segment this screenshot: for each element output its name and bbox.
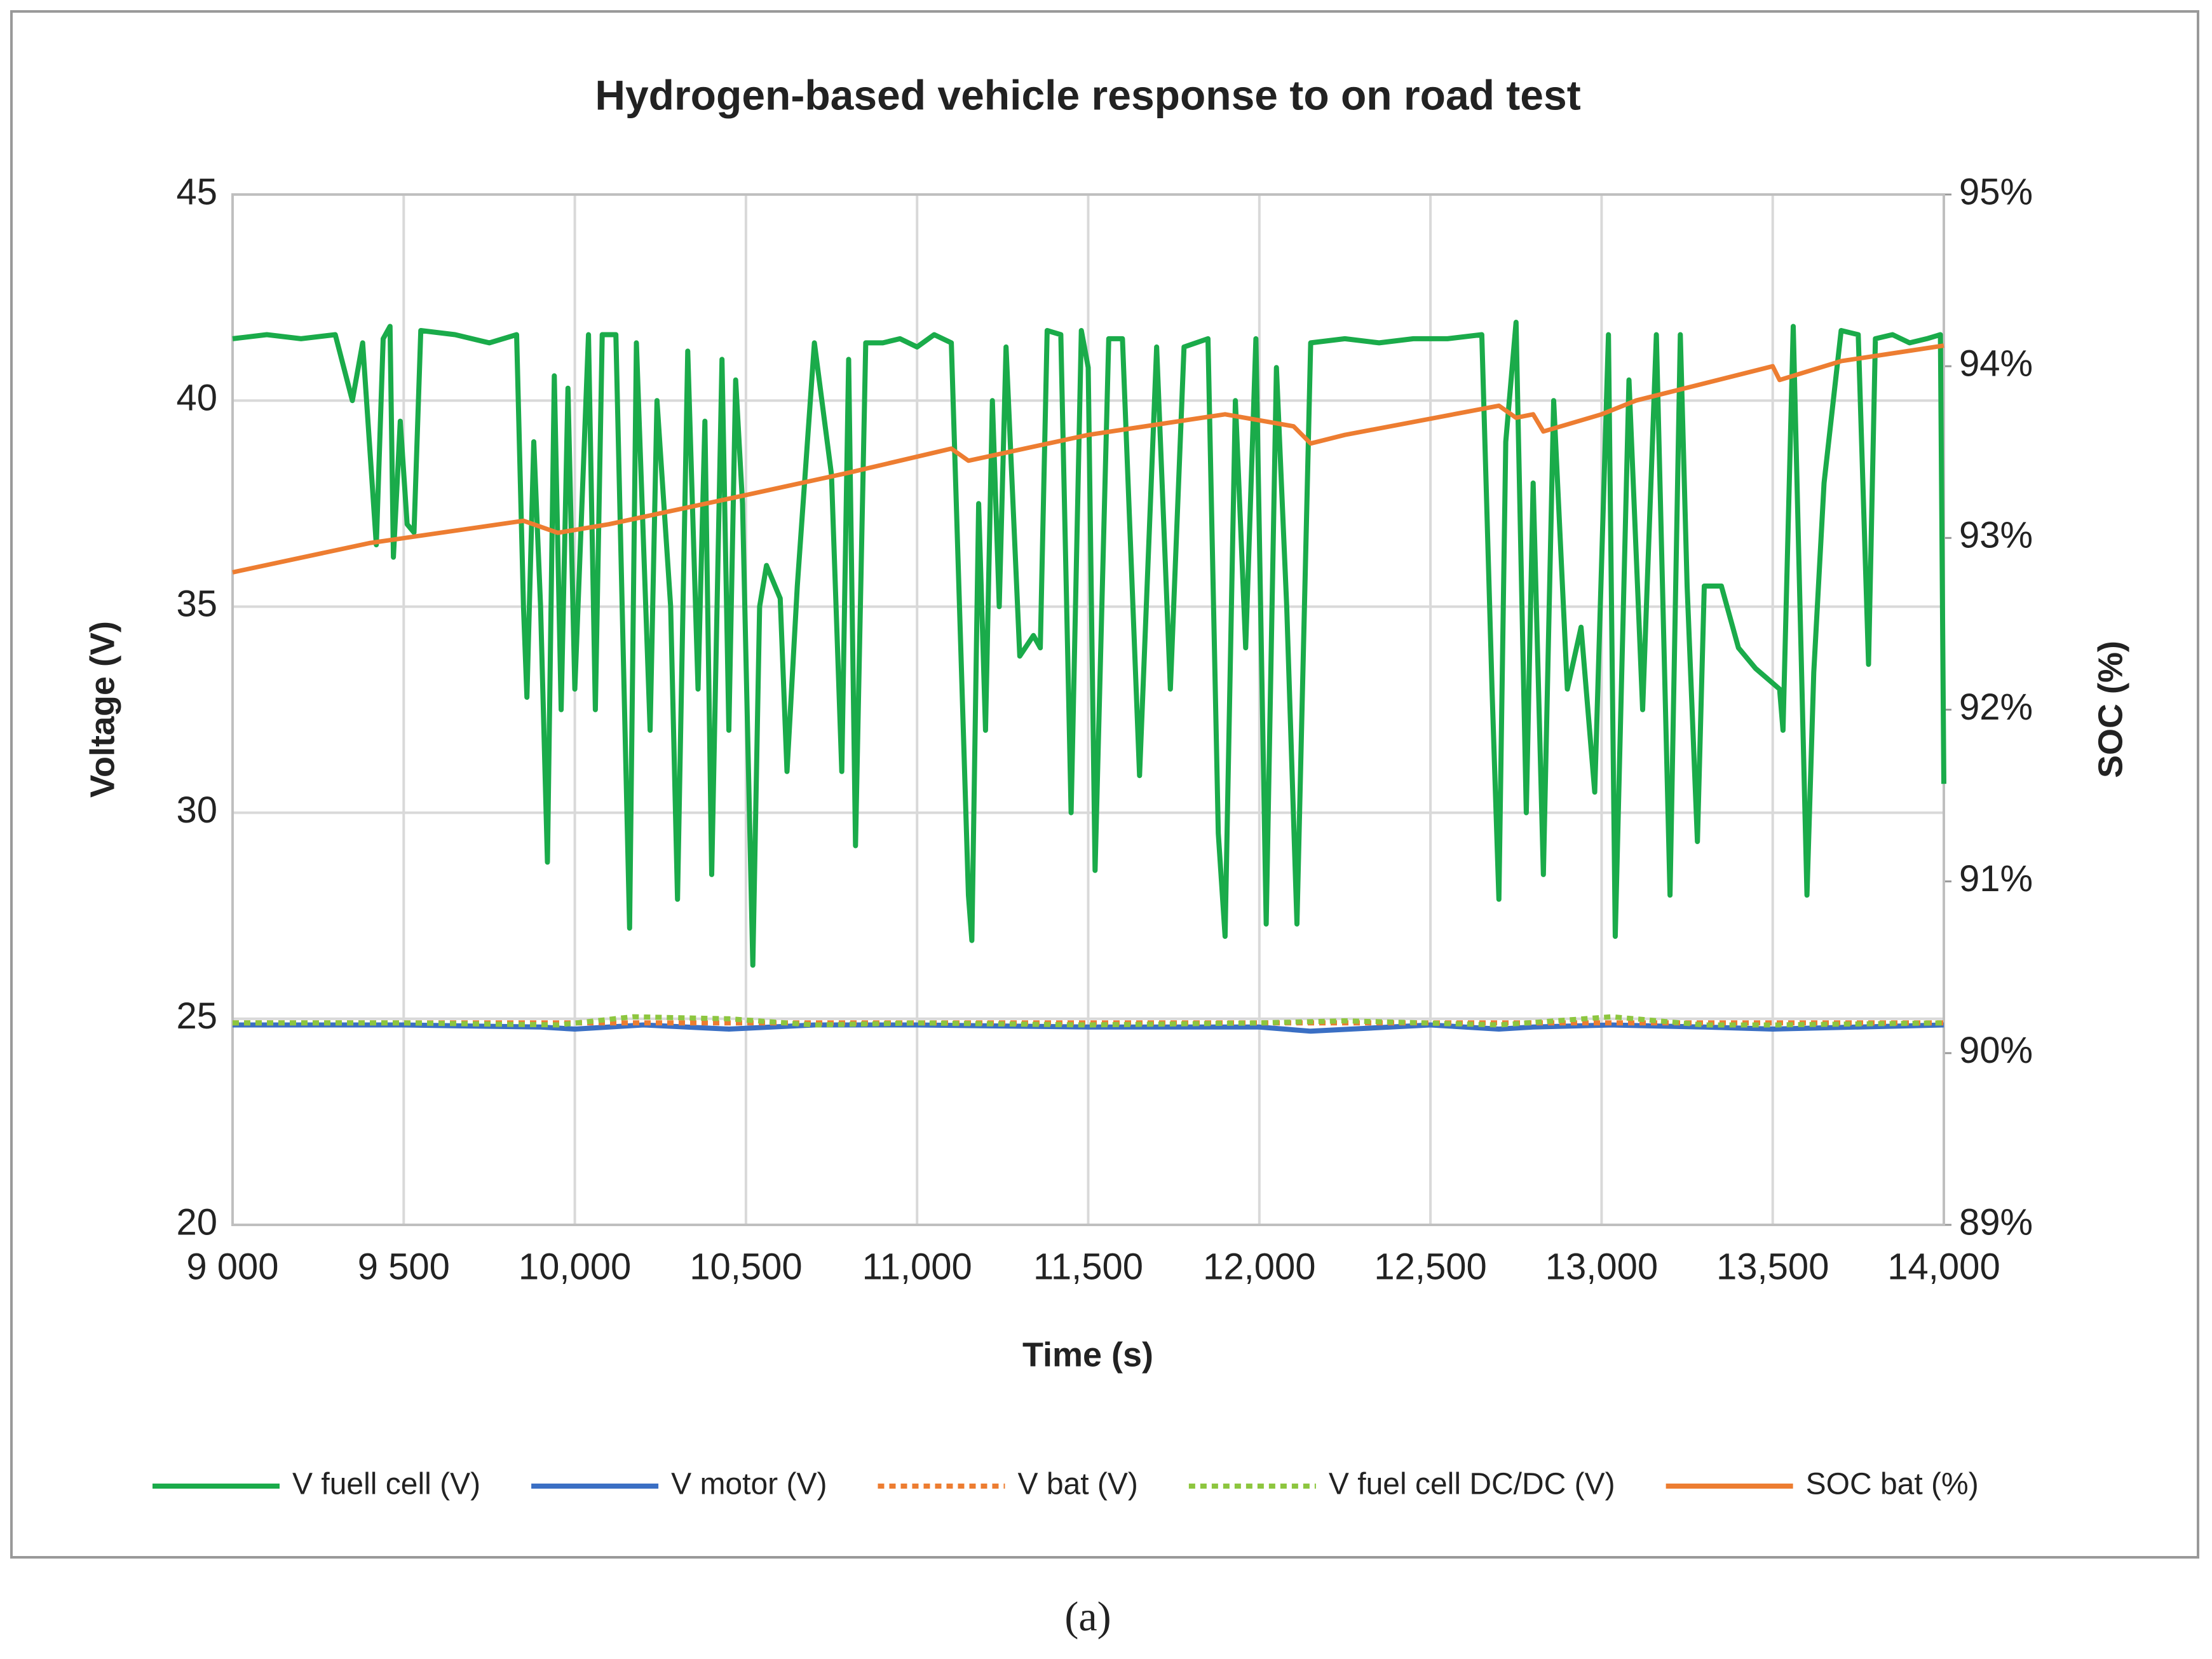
y2-tick-label: 89% — [1959, 1201, 2033, 1243]
x-tick-label: 10,500 — [689, 1246, 802, 1287]
y-axis-title: Voltage (V) — [83, 621, 121, 798]
y2-tick-label: 91% — [1959, 858, 2033, 899]
legend-label: V bat (V) — [1017, 1468, 1137, 1501]
x-tick-label: 13,000 — [1545, 1246, 1658, 1287]
y2-axis-title: SOC (%) — [2091, 641, 2129, 778]
x-tick-label: 9 000 — [186, 1246, 278, 1287]
y-tick-label: 35 — [176, 584, 217, 625]
x-tick-label: 12,500 — [1374, 1246, 1486, 1287]
legend-label: V fuell cell (V) — [292, 1468, 480, 1501]
y2-tick-label: 94% — [1959, 343, 2033, 384]
x-tick-label: 11,000 — [862, 1246, 972, 1287]
series-line — [232, 320, 1946, 968]
y-tick-label: 20 — [176, 1201, 217, 1243]
caption: (a) — [1064, 1594, 1111, 1640]
series-line — [233, 1014, 1944, 1028]
series-line — [233, 1022, 1944, 1034]
y2-tick-label: 93% — [1959, 515, 2033, 556]
x-tick-label: 12,000 — [1203, 1246, 1315, 1287]
chart-frame — [10, 10, 2199, 1559]
y-tick-label: 40 — [176, 378, 217, 419]
x-tick-label: 10,000 — [519, 1246, 631, 1287]
x-tick-label: 9 500 — [358, 1246, 450, 1287]
y2-tick-label: 90% — [1959, 1030, 2033, 1071]
legend-label: V fuel cell DC/DC (V) — [1329, 1468, 1615, 1501]
x-tick-label: 13,500 — [1716, 1246, 1829, 1287]
y-tick-label: 45 — [176, 171, 217, 212]
series-line — [232, 343, 1944, 575]
legend-label: SOC bat (%) — [1806, 1468, 1979, 1501]
chart-title: Hydrogen-based vehicle response to on ro… — [595, 71, 1580, 118]
x-axis-title: Time (s) — [1022, 1335, 1153, 1374]
x-tick-label: 11,500 — [1033, 1246, 1143, 1287]
x-tick-label: 14,000 — [1887, 1246, 2000, 1287]
y2-tick-label: 95% — [1959, 171, 2033, 212]
y-tick-label: 30 — [176, 789, 217, 831]
legend-label: V motor (V) — [671, 1468, 827, 1501]
y-tick-label: 25 — [176, 995, 217, 1037]
y2-tick-label: 92% — [1959, 686, 2033, 728]
